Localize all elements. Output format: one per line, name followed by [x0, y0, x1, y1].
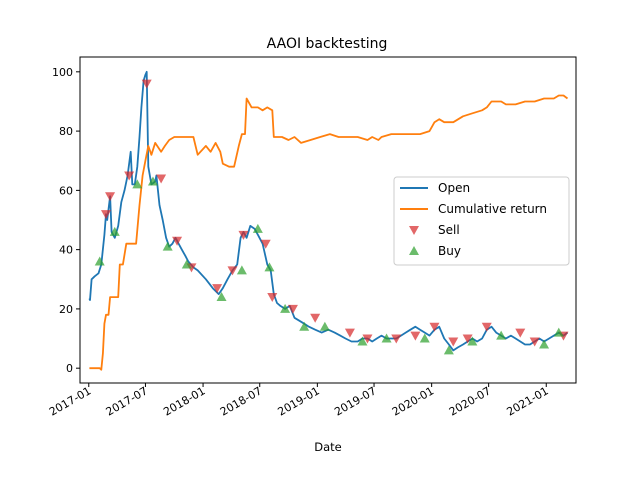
series-line-open — [88, 70, 569, 352]
sell-marker-23 — [529, 337, 540, 347]
buy-marker-3 — [147, 176, 158, 186]
y-tick-label-100: 100 — [52, 66, 73, 79]
y-tick-label-80: 80 — [59, 125, 73, 138]
buy-marker-2 — [132, 179, 143, 189]
buy-marker-1 — [109, 226, 120, 236]
buy-marker-4 — [162, 241, 173, 251]
sell-marker-15 — [362, 334, 373, 344]
sell-marker-14 — [344, 328, 355, 338]
buy-marker-10 — [280, 303, 291, 313]
sell-marker-5 — [172, 236, 183, 246]
plot-frame — [79, 56, 577, 384]
chart-title: AAOI backtesting — [267, 36, 388, 52]
buy-marker-18 — [496, 330, 507, 340]
sell-marker-20 — [462, 334, 473, 344]
legend-label-cumulative-return: Cumulative return — [438, 202, 547, 216]
buy-marker-17 — [467, 336, 478, 346]
legend: Open Cumulative return Sell Buy — [393, 176, 570, 266]
y-tick-label-0: 0 — [66, 362, 73, 375]
buy-marker-0 — [94, 256, 105, 266]
legend-label-open: Open — [438, 181, 470, 195]
legend-box — [393, 176, 570, 266]
legend-swatch-sell — [409, 226, 419, 235]
sell-marker-8 — [227, 266, 238, 276]
sell-marker-16 — [391, 334, 402, 344]
buy-marker-19 — [539, 339, 550, 349]
sell-marker-17 — [410, 331, 421, 341]
buy-marker-8 — [252, 223, 263, 233]
buy-marker-14 — [381, 333, 392, 343]
y-tick-label-20: 20 — [59, 303, 73, 316]
buy-marker-13 — [357, 336, 368, 346]
sell-marker-11 — [267, 293, 278, 303]
legend-label-buy: Buy — [438, 244, 461, 258]
buy-marker-20 — [553, 327, 564, 337]
buy-marker-5 — [181, 259, 192, 269]
sell-marker-18 — [429, 322, 440, 332]
sell-marker-13 — [310, 313, 321, 323]
buy-marker-16 — [443, 345, 454, 355]
sell-marker-0 — [100, 210, 111, 220]
sell-marker-2 — [124, 171, 135, 181]
sell-marker-19 — [448, 337, 459, 347]
sell-marker-22 — [515, 328, 526, 338]
x-axis-label: Date — [314, 440, 342, 454]
sell-marker-1 — [105, 192, 116, 202]
y-axis: 0 20 40 60 80 100 — [52, 66, 80, 375]
legend-swatch-buy — [409, 246, 419, 255]
y-tick-label-40: 40 — [59, 244, 73, 257]
series-line-cumulative-return — [89, 94, 569, 371]
y-tick-label-60: 60 — [59, 184, 73, 197]
plot-area — [88, 70, 569, 371]
buy-marker-6 — [216, 292, 227, 302]
buy-marker-11 — [299, 321, 310, 331]
sell-marker-4 — [156, 174, 167, 184]
sell-marker-3 — [141, 79, 152, 89]
buy-marker-7 — [236, 265, 247, 275]
legend-label-sell: Sell — [438, 223, 460, 237]
sell-marker-9 — [238, 230, 249, 240]
sell-marker-10 — [260, 239, 271, 249]
sell-marker-12 — [287, 304, 298, 314]
buy-marker-9 — [264, 262, 275, 272]
buy-marker-12 — [319, 321, 330, 331]
buy-marker-15 — [419, 333, 430, 343]
sell-marker-21 — [481, 322, 492, 332]
marker-layer — [94, 79, 569, 355]
sell-marker-7 — [212, 284, 223, 294]
